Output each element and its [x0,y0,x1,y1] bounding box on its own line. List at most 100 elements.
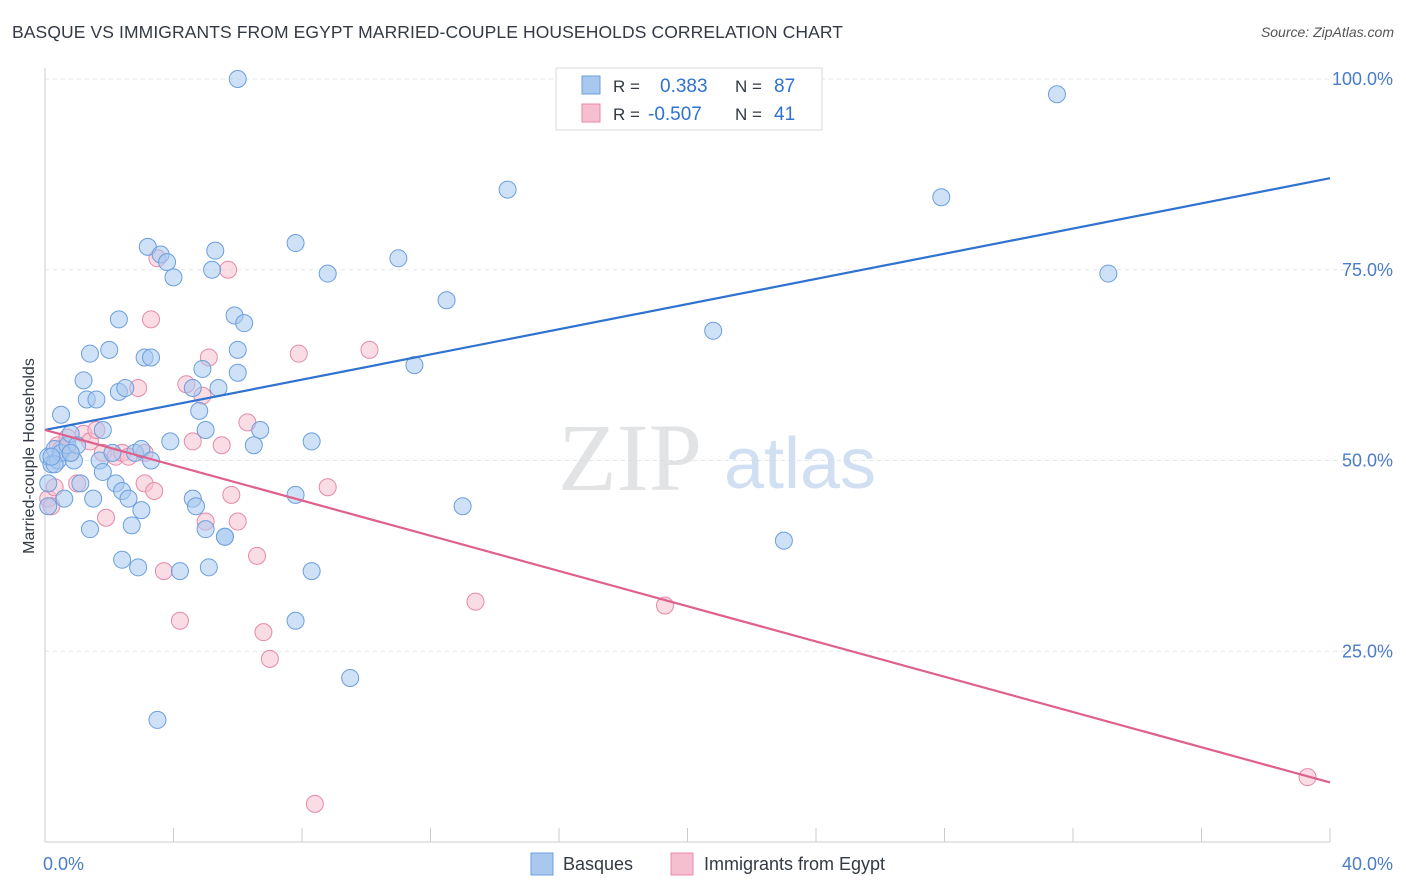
basques-point-86 [39,497,58,516]
basques-trend-line [44,177,1331,432]
basques-point-66 [286,611,305,630]
legend-egypt-swatch [670,852,694,876]
basques-point-28 [116,379,135,398]
egypt-point-41 [466,592,485,611]
egypt-point-29 [212,436,231,455]
basques-point-64 [286,234,305,253]
egypt-point-31 [222,485,241,504]
basques-swatch [581,75,601,95]
basques-point-42 [161,432,180,451]
basques-point-48 [190,401,209,420]
x-tick-label-0: 0.0% [43,854,84,874]
basques-point-15 [80,520,99,539]
stats-legend: R = 0.383 N = 87 R = -0.507 N = 41 [555,67,823,131]
basques-point-78 [932,188,951,207]
basques-r-value: 0.383 [660,76,708,97]
egypt-point-19 [142,310,161,329]
basques-point-67 [302,432,321,451]
y-tick-label-1: 50.0% [1342,451,1393,471]
basques-point-32 [129,558,148,577]
basques-point-12 [74,371,93,390]
basques-point-34 [132,501,151,520]
legend-egypt-label: Immigrants from Egypt [704,854,885,874]
basques-point-63 [251,420,270,439]
egypt-trend-line [44,428,1331,784]
egypt-point-34 [248,546,267,565]
basques-point-20 [93,462,112,481]
basques-point-17 [87,390,106,409]
egypt-point-22 [154,562,173,581]
egypt-point-25 [183,432,202,451]
basques-point-61 [235,314,254,333]
y-tick-label-2: 75.0% [1342,260,1393,280]
egypt-point-20 [145,482,164,501]
gridlines [45,78,1390,652]
basques-point-30 [122,516,141,535]
basques-point-62 [244,436,263,455]
egypt-point-38 [305,794,324,813]
basques-point-46 [183,379,202,398]
basques-point-76 [704,321,723,340]
x-tick-label-1: 40.0% [1342,854,1393,874]
basques-point-47 [186,497,205,516]
egypt-r-label: R = [613,105,640,124]
basques-point-59 [228,363,247,382]
watermark: ZIP atlas [558,404,876,511]
y-tick-label-0: 25.0% [1342,641,1393,661]
chart-title: BASQUE VS IMMIGRANTS FROM EGYPT MARRIED-… [12,22,844,42]
egypt-point-39 [318,478,337,497]
basques-n-value: 87 [774,76,795,97]
egypt-point-40 [360,340,379,359]
basques-point-50 [196,420,215,439]
egypt-point-30 [219,260,238,279]
basques-point-25 [109,310,128,329]
basques-point-52 [199,558,218,577]
watermark-atlas: atlas [724,424,876,504]
basques-point-74 [453,497,472,516]
basques-point-27 [113,550,132,569]
y-axis-label-group: Married-couple Households [21,358,38,554]
egypt-point-32 [228,512,247,531]
basques-point-6 [55,489,74,508]
basques-point-16 [84,489,103,508]
watermark-zip: ZIP [558,404,702,511]
y-axis-label: Married-couple Households [21,358,38,554]
basques-point-19 [93,420,112,439]
basques-point-43 [164,268,183,287]
basques-point-60 [228,340,247,359]
legend-basques-label: Basques [563,854,633,874]
basques-point-70 [341,668,360,687]
basques-point-49 [193,359,212,378]
basques-point-71 [389,249,408,268]
basques-point-14 [80,344,99,363]
basques-point-53 [203,260,222,279]
basques-point-41 [158,253,177,272]
basques-point-4 [52,405,71,424]
basques-point-21 [100,340,119,359]
basques-point-44 [170,562,189,581]
egypt-swatch [581,103,601,123]
series-legend: Basques Immigrants from Egypt [530,852,885,876]
egypt-point-35 [254,623,273,642]
source-credit: Source: ZipAtlas.com [1260,24,1394,40]
basques-point-82 [39,474,58,493]
basques-n-label: N = [735,77,762,96]
basques-point-57 [215,527,234,546]
egypt-r-value: -0.507 [648,104,702,125]
egypt-point-12 [97,508,116,527]
basques-r-label: R = [613,77,640,96]
egypt-point-37 [289,344,308,363]
basques-point-79 [1047,85,1066,104]
basques-point-11 [71,474,90,493]
basques-point-81 [228,70,247,88]
basques-point-39 [148,710,167,729]
y-tick-label-3: 100.0% [1332,69,1393,89]
egypt-n-value: 41 [774,104,795,125]
trend-lines [44,177,1331,784]
basques-point-54 [206,241,225,260]
basques-point-84 [42,447,61,466]
tick-labels: 25.0% 50.0% 75.0% 100.0% 0.0% 40.0% [43,69,1393,874]
basques-point-85 [61,443,80,462]
egypt-n-label: N = [735,105,762,124]
